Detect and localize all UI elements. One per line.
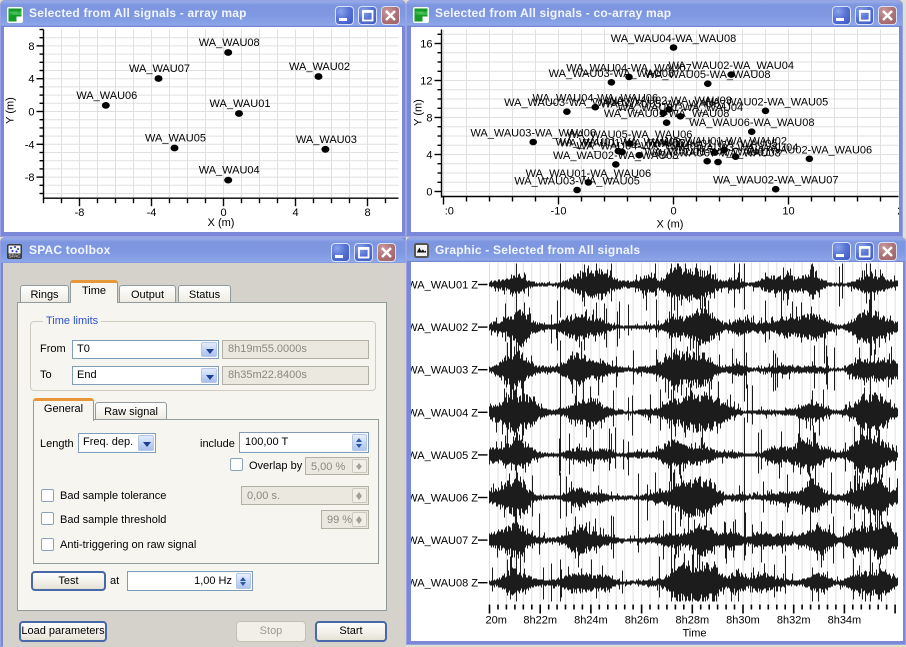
svg-text:10: 10 <box>782 206 794 218</box>
svg-text:WA_WAU05 Z: WA_WAU05 Z <box>411 450 478 462</box>
svg-text:-10: -10 <box>551 206 567 218</box>
svg-text:WA_WAU07-WA_WAU08: WA_WAU07-WA_WAU08 <box>655 148 781 160</box>
svg-text:WA_WAU03-WA_WAU04: WA_WAU03-WA_WAU04 <box>673 142 799 154</box>
svg-text:WA_WAU02: WA_WAU02 <box>289 61 350 73</box>
svg-text:X (m): X (m) <box>657 219 684 231</box>
svg-text:WA_WAU05-WA_WAU08: WA_WAU05-WA_WAU08 <box>645 69 771 81</box>
svg-text:-8: -8 <box>25 172 35 184</box>
svg-text:WA_WAU01-WA_WAU02: WA_WAU01-WA_WAU02 <box>662 135 788 147</box>
svg-text:16: 16 <box>420 39 432 51</box>
svg-text:WA_WAU07: WA_WAU07 <box>129 63 190 75</box>
svg-text:WA_WAU05-WA_WAU06: WA_WAU05-WA_WAU06 <box>567 129 693 141</box>
svg-text:Time: Time <box>682 628 706 640</box>
svg-text:8: 8 <box>426 113 432 125</box>
svg-text:20m: 20m <box>486 615 507 627</box>
svg-text:WA_WAU03 Z: WA_WAU03 Z <box>411 365 478 377</box>
svg-text:8h32m: 8h32m <box>777 615 811 627</box>
svg-text:WA_WAU07 Z: WA_WAU07 Z <box>411 535 478 547</box>
svg-text:WA_WAU02-WA_WAU03: WA_WAU02-WA_WAU03 <box>606 95 732 107</box>
svg-text:WA_WAU01-WA_WAU06: WA_WAU01-WA_WAU06 <box>526 168 652 180</box>
svg-text:0: 0 <box>670 206 676 218</box>
svg-text:WA_WAU04-WA_WAU08: WA_WAU04-WA_WAU08 <box>611 33 737 45</box>
svg-text:WA_WAU02 Z: WA_WAU02 Z <box>411 322 478 334</box>
svg-text:WA_WAU03-WA_WAU08: WA_WAU03-WA_WAU08 <box>549 68 675 80</box>
svg-text:WA_WAU06 Z: WA_WAU06 Z <box>411 493 478 505</box>
svg-text:WA_WAU04-WA_WAU06: WA_WAU04-WA_WAU06 <box>533 93 659 105</box>
svg-text:8h30m: 8h30m <box>726 615 760 627</box>
svg-text:8: 8 <box>28 41 34 53</box>
svg-text:8: 8 <box>364 207 370 219</box>
svg-text:WA_WAU06-WA_WAU08: WA_WAU06-WA_WAU08 <box>689 117 815 129</box>
svg-text:4: 4 <box>426 150 432 162</box>
svg-text:WA_WAU06: WA_WAU06 <box>76 90 137 102</box>
svg-text:WA_WAU04-WA_WAU05: WA_WAU04-WA_WAU05 <box>576 141 702 153</box>
svg-text:WA_WAU05-WA_WAU07: WA_WAU05-WA_WAU07 <box>601 99 727 111</box>
svg-text:8h34m: 8h34m <box>828 615 862 627</box>
svg-text:WA_WAU04 Z: WA_WAU04 Z <box>411 407 478 419</box>
svg-text:20: 20 <box>897 206 899 218</box>
svg-text:4: 4 <box>292 207 298 219</box>
svg-text:X (m): X (m) <box>208 217 235 229</box>
svg-text:Y (m): Y (m) <box>413 99 425 126</box>
svg-text:WA_WAU03-WA_WAU06: WA_WAU03-WA_WAU06 <box>470 128 596 140</box>
svg-text:WA_WAU02-WA_WAU04: WA_WAU02-WA_WAU04 <box>668 60 794 72</box>
svg-text:8h28m: 8h28m <box>675 615 709 627</box>
svg-text:WA_WAU02-WA_WAU06: WA_WAU02-WA_WAU06 <box>747 144 873 156</box>
svg-text:0: 0 <box>220 207 226 219</box>
svg-text:WA_WAU01-WA_WAU05: WA_WAU01-WA_WAU05 <box>652 138 778 150</box>
svg-text:0: 0 <box>426 187 432 199</box>
svg-text:8h26m: 8h26m <box>625 615 659 627</box>
svg-text:WA_WAU02-WA_WAU05: WA_WAU02-WA_WAU05 <box>703 96 829 108</box>
svg-text:WA_WAU01-WA_WAU04: WA_WAU01-WA_WAU04 <box>618 102 744 114</box>
svg-text:WA_WAU04: WA_WAU04 <box>199 165 260 177</box>
svg-text:WA_WAU01: WA_WAU01 <box>210 98 271 110</box>
svg-text:12: 12 <box>420 76 432 88</box>
svg-text:SPAC: SPAC <box>9 254 22 259</box>
svg-text:WA_WAU01-WA_WAU07: WA_WAU01-WA_WAU07 <box>559 138 685 150</box>
svg-text:8h22m: 8h22m <box>523 615 557 627</box>
svg-text:WA_WAU03-WA_WAU05: WA_WAU03-WA_WAU05 <box>514 176 640 188</box>
svg-text:WA_WAU04-WA_WAU07: WA_WAU04-WA_WAU07 <box>566 62 692 74</box>
svg-text:-4: -4 <box>25 139 35 151</box>
svg-text:WA_WAU02-WA_WAU08: WA_WAU02-WA_WAU08 <box>553 150 679 162</box>
svg-text:4: 4 <box>28 74 34 86</box>
svg-text:WA_WAU08: WA_WAU08 <box>199 37 260 49</box>
svg-text:WA_WAU06-WA_WAU07: WA_WAU06-WA_WAU07 <box>644 147 770 159</box>
svg-text::0: :0 <box>445 206 454 218</box>
svg-text:WA_WAU01 Z: WA_WAU01 Z <box>411 280 478 292</box>
svg-text:WA_WAU05: WA_WAU05 <box>145 133 206 145</box>
svg-text:WA_WAU01-WA_WAU03: WA_WAU01-WA_WAU03 <box>556 137 682 149</box>
svg-text:Y (m): Y (m) <box>5 97 17 124</box>
svg-text:-4: -4 <box>147 207 157 219</box>
svg-text:8h24m: 8h24m <box>574 615 608 627</box>
svg-text:0: 0 <box>28 107 34 119</box>
svg-text:WA_WAU03: WA_WAU03 <box>296 134 357 146</box>
svg-text:-8: -8 <box>75 207 85 219</box>
svg-text:WA_WAU02-WA_WAU07: WA_WAU02-WA_WAU07 <box>713 175 839 187</box>
svg-text:WA_WAU08 Z: WA_WAU08 Z <box>411 578 478 590</box>
